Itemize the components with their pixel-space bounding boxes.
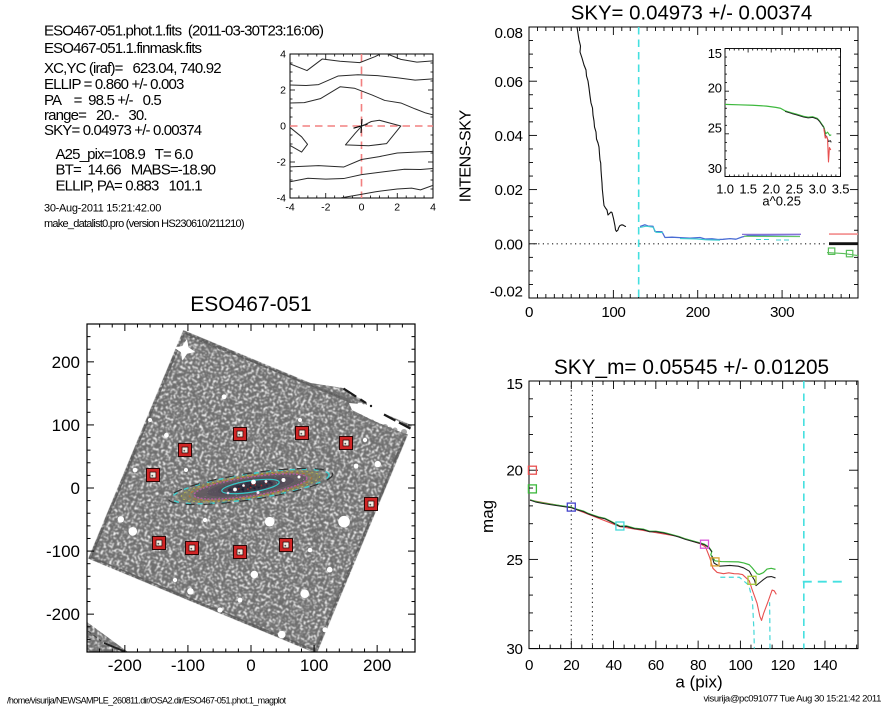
svg-text:-2: -2 [277, 157, 286, 169]
svg-text:-4: -4 [285, 202, 294, 214]
svg-text:100: 100 [300, 656, 328, 675]
svg-text:20: 20 [563, 657, 579, 674]
svg-text:30: 30 [708, 161, 722, 176]
svg-text:15: 15 [708, 46, 722, 61]
svg-text:-4: -4 [277, 193, 286, 205]
svg-text:/home/visurija/NEWSAMPLE_26081: /home/visurija/NEWSAMPLE_260811.dir/OSA2… [7, 696, 287, 706]
svg-text:0: 0 [359, 202, 365, 214]
svg-text:mag: mag [478, 500, 497, 533]
svg-text:0: 0 [525, 657, 533, 674]
svg-text:80: 80 [690, 657, 706, 674]
svg-text:25: 25 [506, 552, 522, 569]
svg-text:0.06: 0.06 [495, 74, 523, 91]
svg-text:-100: -100 [46, 542, 80, 561]
svg-text:200: 200 [363, 656, 391, 675]
svg-text:-0.02: -0.02 [490, 284, 523, 301]
svg-text:SKY_m= 0.05545 +/- 0.01205: SKY_m= 0.05545 +/- 0.01205 [554, 356, 829, 379]
svg-text:100: 100 [728, 657, 752, 674]
svg-text:-100: -100 [171, 656, 205, 675]
svg-text:2: 2 [394, 202, 400, 214]
svg-text:4: 4 [430, 202, 436, 214]
svg-text:a (pix): a (pix) [675, 673, 722, 692]
svg-text:visurija@pc091077 Tue Aug 30: visurija@pc091077 Tue Aug 30 15:21:42 20… [703, 694, 881, 705]
svg-text:INTENS-SKY: INTENS-SKY [458, 109, 475, 202]
svg-text:-200: -200 [46, 605, 80, 624]
svg-text:a^0.25: a^0.25 [762, 193, 801, 208]
svg-text:SKY= 0.04973 +/- 0.00374: SKY= 0.04973 +/- 0.00374 [571, 3, 812, 25]
svg-text:0.00: 0.00 [495, 236, 523, 253]
svg-text:20: 20 [708, 81, 722, 96]
svg-text:ELLIP = 0.860 +/- 0.003: ELLIP = 0.860 +/- 0.003 [44, 76, 184, 93]
svg-text:15: 15 [506, 376, 522, 393]
svg-text:0: 0 [525, 304, 533, 321]
svg-text:3.0: 3.0 [809, 181, 826, 196]
svg-text:200: 200 [686, 304, 710, 321]
svg-text:ESO467-051: ESO467-051 [190, 293, 311, 316]
svg-text:1.0: 1.0 [716, 181, 733, 196]
svg-text:300: 300 [770, 304, 794, 321]
svg-text:0.04: 0.04 [495, 128, 523, 145]
svg-text:BT= 14.66 MABS=-18.90: BT= 14.66 MABS=-18.90 [56, 162, 216, 179]
svg-text:ESO467-051.phot.1.fits (2011-: ESO467-051.phot.1.fits (2011-03-30T23:16… [44, 22, 324, 39]
svg-text:60: 60 [648, 657, 664, 674]
svg-text:0.02: 0.02 [495, 182, 523, 199]
svg-text:ELLIP, PA= 0.883 101.1: ELLIP, PA= 0.883 101.1 [56, 177, 203, 194]
svg-text:140: 140 [813, 657, 837, 674]
svg-text:120: 120 [771, 657, 795, 674]
svg-text:4: 4 [280, 49, 286, 61]
svg-text:A25_pix=108.9 T= 6.0: A25_pix=108.9 T= 6.0 [56, 146, 193, 163]
svg-text:-2: -2 [321, 202, 330, 214]
svg-text:ESO467-051.1.finmask.fits: ESO467-051.1.finmask.fits [44, 40, 202, 57]
svg-text:0.08: 0.08 [495, 25, 523, 42]
svg-text:0: 0 [280, 121, 286, 133]
svg-text:20: 20 [506, 463, 522, 480]
svg-text:0: 0 [71, 479, 80, 498]
svg-text:200: 200 [52, 353, 80, 372]
svg-text:25: 25 [708, 121, 722, 136]
svg-text:SKY= 0.04973 +/- 0.00374: SKY= 0.04973 +/- 0.00374 [44, 122, 202, 139]
svg-text:0: 0 [246, 656, 255, 675]
svg-text:40: 40 [606, 657, 622, 674]
svg-text:-200: -200 [108, 656, 142, 675]
svg-text:30: 30 [506, 641, 522, 658]
svg-text:100: 100 [601, 304, 625, 321]
svg-text:make_datalist0.pro (version HS: make_datalist0.pro (version HS230610/211… [44, 218, 244, 230]
svg-text:2: 2 [280, 85, 286, 97]
svg-text:3.5: 3.5 [832, 181, 849, 196]
svg-text:XC,YC (iraf)= 623.04, 740.92: XC,YC (iraf)= 623.04, 740.92 [44, 60, 221, 77]
svg-text:30-Aug-2011 15:21:42.00: 30-Aug-2011 15:21:42.00 [44, 203, 161, 215]
svg-text:1.5: 1.5 [739, 181, 756, 196]
svg-text:100: 100 [52, 416, 80, 435]
